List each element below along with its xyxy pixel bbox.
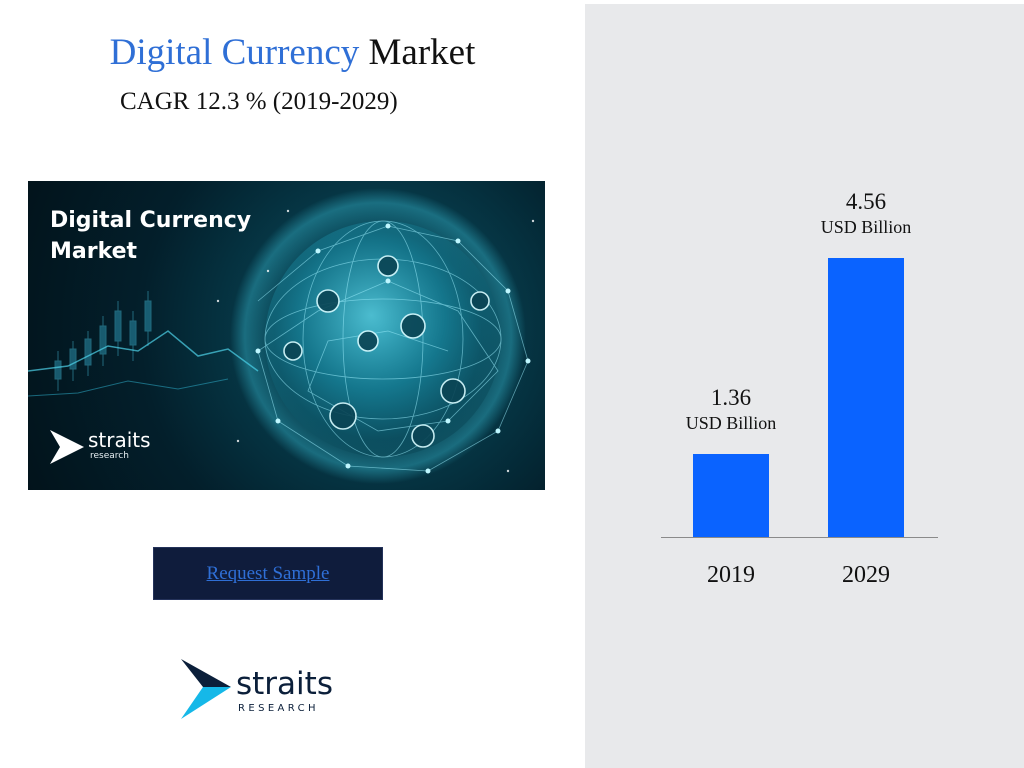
data-label-unit: USD Billion [685, 412, 777, 433]
logo-subtitle: RESEARCH [238, 703, 319, 714]
x-axis-line [661, 537, 938, 538]
x-tick-label-2029: 2029 [842, 562, 890, 588]
straits-logo-icon [181, 659, 231, 719]
logo-name: straits [236, 666, 333, 702]
banner-brand-name: straits [88, 428, 151, 452]
x-tick-label-2019: 2019 [707, 562, 755, 588]
market-banner-image: Digital Currency Market straits research [28, 181, 545, 490]
title-rest: Market [368, 32, 476, 73]
market-size-bar-chart: 1.36 USD Billion 2019 4.56 USD Billion 2029 [585, 0, 1024, 768]
bar-2029 [828, 258, 904, 537]
data-label-value: 1.36 [710, 384, 752, 410]
banner-brand-logo: straits research [50, 428, 190, 470]
request-sample-button[interactable]: Request Sample [153, 547, 383, 600]
globe-network-illustration [28, 188, 535, 484]
data-label-unit: USD Billion [820, 217, 912, 238]
page-title: Digital Currency Market [0, 30, 585, 76]
data-label-2029: 4.56 USD Billion [796, 188, 936, 238]
banner-title: Digital Currency Market [50, 208, 252, 264]
chart-panel-background [585, 4, 1024, 768]
cagr-subtitle: CAGR 12.3 % (2019-2029) [120, 88, 398, 115]
straits-research-logo: straits RESEARCH [181, 657, 351, 722]
straits-arrow-icon [50, 430, 84, 464]
title-accent: Digital Currency [109, 32, 360, 73]
data-label-2019: 1.36 USD Billion [661, 384, 801, 434]
bar-2019 [693, 453, 769, 537]
banner-brand-sub: research [90, 451, 129, 461]
data-label-value: 4.56 [845, 189, 887, 215]
